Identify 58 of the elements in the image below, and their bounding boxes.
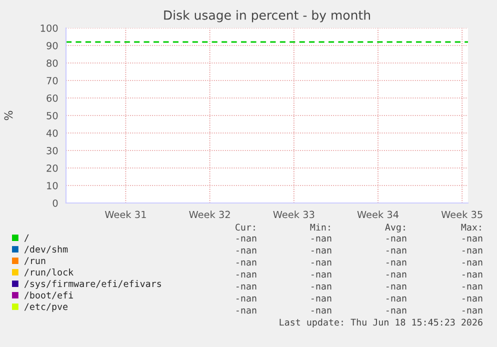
y-tick-label: 0 [52,199,58,207]
text: -nan [462,260,482,266]
legend-label: /etc/pve [24,303,68,312]
text: Min: [310,224,330,231]
y-tick-label: 60 [46,94,58,102]
text: -nan [462,236,482,242]
text: -nan [236,272,256,278]
legend-label: / [24,234,29,242]
text: -nan [236,260,256,266]
y-tick-label: 20 [46,164,58,172]
legend-label: /run/lock [24,268,74,276]
text: Last update: Thu Jun 18 15:45:23 2026 [280,318,482,328]
text: -nan [312,284,332,290]
text: -nan [236,296,256,302]
legend-label: /dev/shm [24,246,68,254]
legend-label: /boot/efi [24,291,73,300]
y-tick-label: 50 [46,112,58,120]
text: -nan [312,236,332,242]
text: -nan [312,248,332,254]
text: -nan [462,308,482,314]
y-tick-label: 100 [40,24,58,32]
text: Avg: [385,224,405,232]
text: -nan [312,308,332,314]
x-tick-label: Week 32 [189,210,230,218]
text: -nan [462,284,482,290]
chart-title: Disk usage in percent - by month [164,10,370,22]
text: -nan [312,272,332,278]
text: -nan [312,296,332,302]
text: -nan [386,284,406,290]
text: -nan [462,272,482,278]
text: -nan [236,308,256,314]
text: -nan [386,260,406,266]
text: -nan [462,296,482,302]
text: -nan [236,284,256,290]
legend-label: /sys/firmware/efi/efivars [24,280,161,289]
x-tick-label: Week 33 [273,210,314,218]
text: -nan [312,260,332,266]
text: -nan [462,248,482,254]
y-tick-label: 70 [46,76,58,84]
text: -nan [386,272,406,278]
text: -nan [386,236,406,242]
text: -nan [386,296,406,302]
text: Cur: [236,224,255,231]
text: Max: [461,224,481,231]
y-tick-label: 80 [46,59,58,67]
x-tick-label: Week 34 [357,210,399,218]
x-tick-label: Week 31 [104,210,146,218]
legend-label: /run [24,257,46,265]
text: -nan [386,248,406,254]
y-axis-title: % [4,110,13,120]
y-tick-label: 90 [46,42,58,50]
y-tick-label: 30 [46,146,58,154]
y-tick-label: 10 [47,182,58,190]
x-tick-label: Week 35 [441,210,482,218]
text: -nan [236,248,256,254]
text: -nan [236,236,256,242]
text: -nan [386,308,406,314]
y-tick-label: 40 [46,129,58,137]
